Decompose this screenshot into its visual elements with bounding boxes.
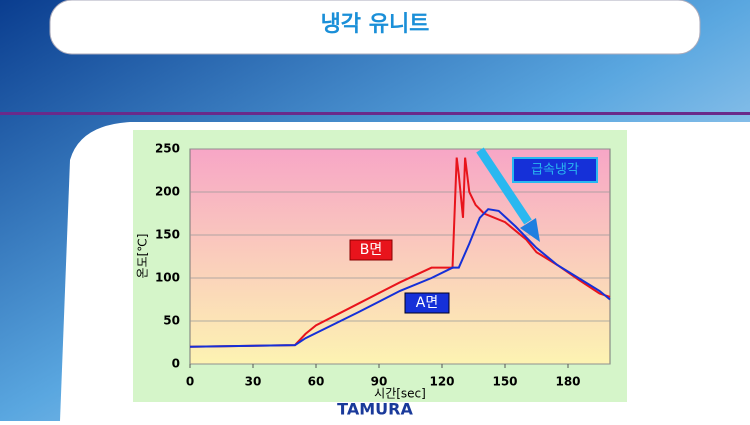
annotation: A면 [416,295,438,311]
slide-title: 냉각 유니트 [321,12,430,37]
header-banner [49,0,701,55]
arrow-head [520,218,540,242]
y-tick-label: 50 [163,314,180,328]
annotation: B면 [360,242,383,258]
series [189,157,611,348]
y-tick-label: 200 [155,185,180,199]
label-box [349,239,393,261]
label-box [512,157,598,183]
x-tick-label: 180 [555,375,580,389]
x-tick-label: 150 [492,375,517,389]
y-tick-label: 150 [155,228,180,242]
label-box [404,292,450,314]
series-line [189,157,611,348]
arrow-shaft [476,147,532,225]
x-axis-label: 시간[sec] [374,387,426,401]
grid: 0 50 100 150 200 250 0 30 60 90 120 150 180 [155,142,610,389]
annotation: 급속냉각 [531,163,579,178]
y-tick-label: 100 [155,271,180,285]
x-tick-label: 90 [371,375,388,389]
y-tick-label: 250 [155,142,180,156]
plot-area [189,148,611,365]
y-axis-label: 온도[℃] [136,234,150,279]
y-tick-label: 0 [172,357,180,371]
x-tick-label: 60 [308,375,325,389]
series-line [189,208,611,348]
x-tick-label: 120 [429,375,454,389]
x-tick-label: 0 [186,375,194,389]
x-tick-label: 30 [245,375,262,389]
logo: TAMURA [337,400,413,419]
divider [0,112,750,115]
